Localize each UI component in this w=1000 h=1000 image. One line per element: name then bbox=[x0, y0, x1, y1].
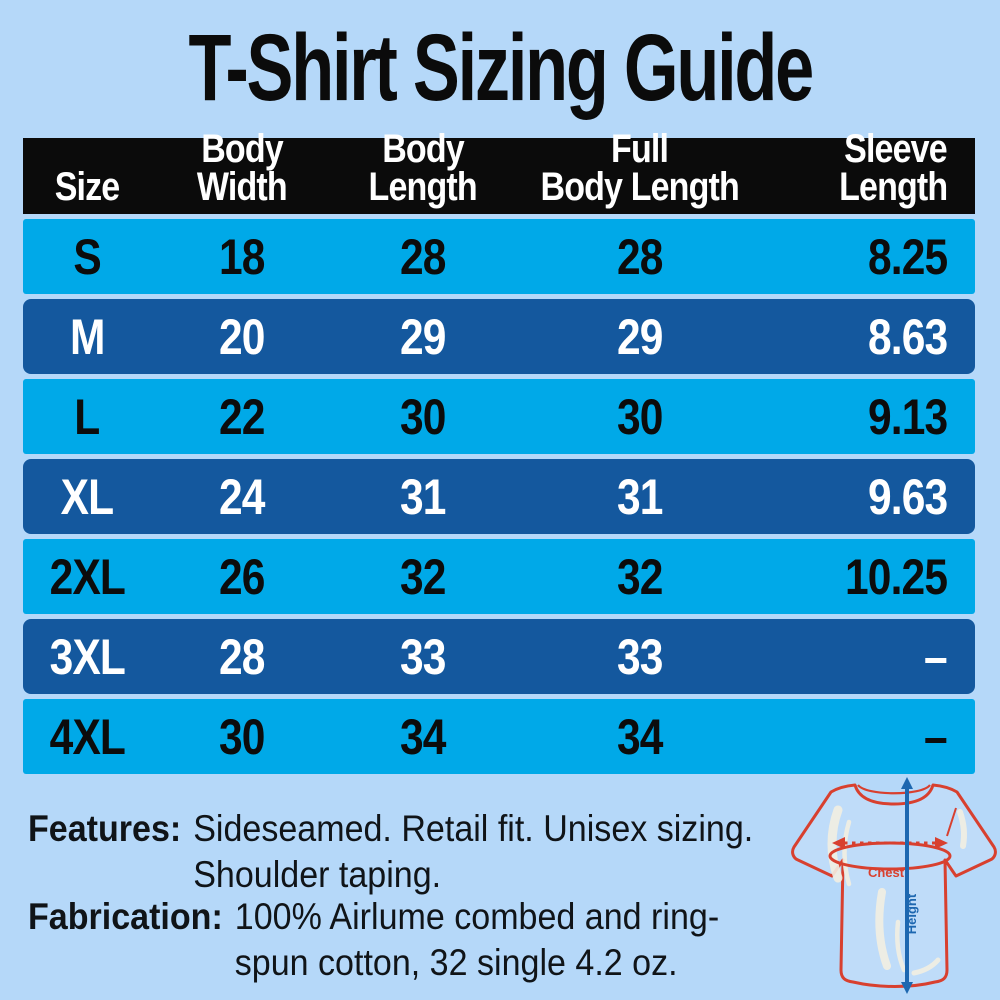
fabric-highlights bbox=[827, 805, 967, 976]
chest-measure-ellipse-icon bbox=[828, 841, 952, 871]
shoulder-wrinkle-icon bbox=[946, 807, 957, 837]
chest-label: Chest bbox=[868, 865, 905, 880]
table-row-s: S 18 28 28 8.25 bbox=[23, 219, 975, 294]
cell-sleeve-length: 8.63 bbox=[867, 308, 948, 365]
cell-size: 2XL bbox=[49, 548, 126, 605]
cell-full-body-length: 29 bbox=[616, 308, 663, 365]
cell-sleeve-length: 9.13 bbox=[867, 388, 948, 445]
table-row-3xl: 3XL 28 33 33 – bbox=[23, 619, 975, 694]
cell-full-body-length: 31 bbox=[616, 468, 663, 525]
cell-body-width: 22 bbox=[219, 388, 265, 445]
cell-full-body-length: 28 bbox=[616, 228, 663, 285]
cell-sleeve-length: – bbox=[924, 628, 948, 685]
cell-body-width: 28 bbox=[219, 628, 265, 685]
header-cell-body-width: Body Width bbox=[197, 127, 288, 209]
cell-full-body-length: 32 bbox=[616, 548, 663, 605]
header-cell-sleeve-length: Sleeve Length bbox=[838, 127, 948, 209]
header-cell-full-body-length: Full Body Length bbox=[540, 127, 739, 209]
tshirt-measurement-diagram-icon: Chest Height bbox=[791, 777, 997, 994]
cell-body-width: 20 bbox=[219, 308, 265, 365]
cell-full-body-length: 30 bbox=[616, 388, 663, 445]
cell-body-width: 18 bbox=[219, 228, 265, 285]
cell-full-body-length: 33 bbox=[616, 628, 663, 685]
cell-full-body-length: 34 bbox=[616, 708, 663, 765]
cell-body-width: 24 bbox=[219, 468, 265, 525]
cell-body-length: 32 bbox=[400, 548, 446, 605]
cell-body-length: 28 bbox=[400, 228, 446, 285]
table-row-l: L 22 30 30 9.13 bbox=[23, 379, 975, 454]
height-arrow-icon bbox=[901, 777, 913, 994]
table-row-xl: XL 24 31 31 9.63 bbox=[23, 459, 975, 534]
page-title: T-Shirt Sizing Guide bbox=[188, 15, 814, 121]
cell-sleeve-length: 8.25 bbox=[867, 228, 948, 285]
cell-body-length: 31 bbox=[400, 468, 446, 525]
cell-body-length: 30 bbox=[400, 388, 446, 445]
header-cell-size: Size bbox=[54, 165, 120, 209]
cell-sleeve-length: – bbox=[924, 708, 948, 765]
size-table: Size Body Width Body Length Full Body Lengt… bbox=[23, 127, 975, 774]
table-row-m: M 20 29 29 8.63 bbox=[23, 299, 975, 374]
cell-size: XL bbox=[60, 468, 114, 525]
height-label: Height bbox=[904, 893, 919, 934]
features-text: Sideseamed. Retail fit. Unisex sizing. S… bbox=[193, 808, 754, 895]
header-cell-body-length: Body Length bbox=[368, 127, 478, 209]
fabrication-text: 100% Airlume combed and ring- spun cotto… bbox=[234, 896, 720, 983]
cell-body-length: 34 bbox=[400, 708, 446, 765]
cell-sleeve-length: 10.25 bbox=[844, 548, 948, 605]
cell-size: 4XL bbox=[49, 708, 126, 765]
chest-arrow-icon bbox=[832, 837, 948, 849]
cell-body-length: 29 bbox=[400, 308, 446, 365]
cell-size: S bbox=[73, 228, 102, 285]
cell-body-width: 30 bbox=[219, 708, 265, 765]
features-note: Features: Sideseamed. Retail fit. Unisex… bbox=[28, 806, 753, 898]
collar-icon bbox=[857, 784, 931, 795]
features-label: Features: bbox=[28, 808, 182, 849]
fabrication-note: Fabrication: 100% Airlume combed and rin… bbox=[28, 894, 719, 986]
cell-sleeve-length: 9.63 bbox=[867, 468, 948, 525]
cell-body-length: 33 bbox=[400, 628, 446, 685]
cell-size: M bbox=[69, 308, 105, 365]
table-row-2xl: 2XL 26 32 32 10.25 bbox=[23, 539, 975, 614]
cell-body-width: 26 bbox=[219, 548, 265, 605]
fabrication-label: Fabrication: bbox=[28, 896, 223, 937]
table-header-row: Size Body Width Body Length Full Body Lengt… bbox=[23, 127, 975, 214]
cell-size: 3XL bbox=[49, 628, 126, 685]
cell-size: L bbox=[74, 388, 101, 445]
tshirt-outline-icon bbox=[791, 783, 997, 988]
table-row-4xl: 4XL 30 34 34 – bbox=[23, 699, 975, 774]
